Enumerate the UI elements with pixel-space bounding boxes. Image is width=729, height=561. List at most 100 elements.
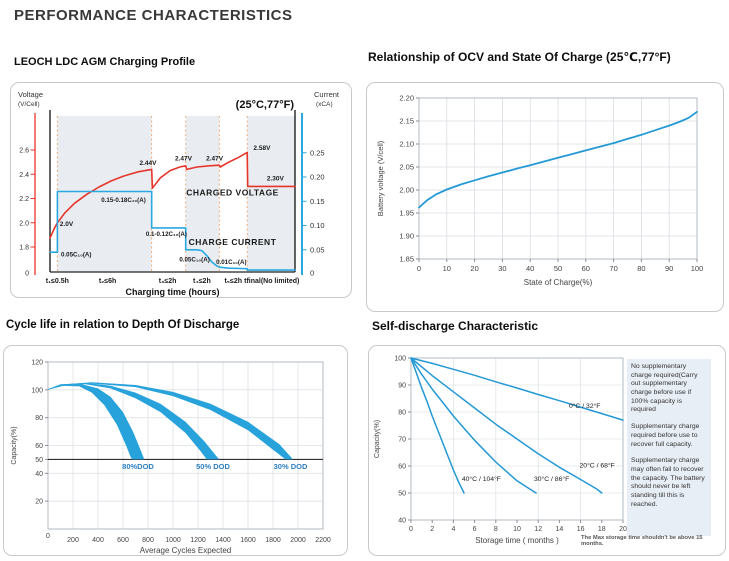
note-paragraph: Supplementary charge required before use…: [631, 423, 700, 448]
svg-text:Capacity(%): Capacity(%): [11, 426, 18, 464]
svg-text:2.47V: 2.47V: [206, 155, 224, 162]
svg-text:1200: 1200: [190, 537, 206, 544]
svg-text:2.10: 2.10: [399, 140, 414, 149]
svg-text:200: 200: [67, 537, 79, 544]
svg-text:t₃≤2h: t₃≤2h: [159, 278, 177, 285]
svg-text:20: 20: [619, 526, 627, 533]
svg-text:50: 50: [35, 457, 43, 464]
svg-text:40: 40: [526, 264, 534, 273]
svg-text:2.0V: 2.0V: [60, 221, 74, 228]
svg-text:Capacity(%): Capacity(%): [374, 420, 381, 458]
svg-text:0.01C₁₀(A): 0.01C₁₀(A): [216, 259, 246, 266]
svg-text:16: 16: [577, 526, 585, 533]
svg-text:600: 600: [117, 537, 129, 544]
svg-text:60: 60: [582, 264, 590, 273]
svg-text:0.25: 0.25: [310, 148, 325, 157]
svg-text:1600: 1600: [240, 537, 256, 544]
svg-text:t₅≤2h: t₅≤2h: [224, 278, 242, 285]
svg-text:Current: Current: [314, 90, 340, 99]
svg-text:(xCA): (xCA): [316, 101, 333, 108]
svg-text:50: 50: [398, 491, 406, 498]
svg-text:CHARGE CURRENT: CHARGE CURRENT: [189, 237, 277, 247]
svg-text:80: 80: [35, 415, 43, 422]
svg-text:100: 100: [31, 387, 43, 394]
svg-text:0: 0: [310, 269, 314, 278]
svg-text:2.15: 2.15: [399, 117, 414, 126]
cycle-life-card: 120 100 80 60 50 40 20 0 200 400 600 800 1000 1200 140…: [3, 345, 348, 556]
svg-text:18: 18: [598, 526, 606, 533]
svg-text:0: 0: [417, 264, 421, 273]
svg-text:2200: 2200: [315, 537, 331, 544]
page-title: PERFORMANCE CHARACTERISTICS: [14, 7, 293, 24]
svg-text:0.05C₁₀(A): 0.05C₁₀(A): [179, 256, 209, 263]
chart-title-charging-profile: LEOCH LDC AGM Charging Profile: [14, 56, 196, 68]
svg-text:0: 0: [46, 533, 50, 540]
svg-text:20: 20: [35, 499, 43, 506]
svg-text:2.44V: 2.44V: [140, 160, 158, 167]
charging-profile-card: 2.6 2.4 2.2 2.0 1.8 0 Voltage (V/Cell) 0.25 0.20 0…: [10, 82, 352, 298]
svg-text:100: 100: [394, 356, 406, 363]
svg-text:100: 100: [691, 264, 704, 273]
svg-text:12: 12: [534, 526, 542, 533]
svg-text:2.05: 2.05: [399, 163, 414, 172]
svg-text:2.0: 2.0: [19, 220, 29, 227]
svg-text:20°C / 68°F: 20°C / 68°F: [580, 461, 615, 469]
svg-text:Battery voltage (V/cell): Battery voltage (V/cell): [376, 140, 385, 216]
svg-text:800: 800: [142, 537, 154, 544]
svg-text:Average Cycles Expected: Average Cycles Expected: [140, 546, 231, 555]
svg-text:2000: 2000: [290, 537, 306, 544]
svg-text:40: 40: [398, 518, 406, 525]
svg-text:(V/Cell): (V/Cell): [18, 101, 40, 108]
svg-text:0.20: 0.20: [310, 173, 325, 182]
svg-text:tfinal(No limited): tfinal(No limited): [244, 278, 299, 285]
svg-text:0°C / 32°F: 0°C / 32°F: [569, 402, 601, 410]
svg-text:1.85: 1.85: [399, 255, 414, 264]
svg-text:120: 120: [31, 360, 43, 367]
svg-text:40: 40: [35, 471, 43, 478]
svg-text:0: 0: [25, 271, 29, 278]
svg-text:2.6: 2.6: [19, 148, 29, 155]
svg-text:Charging time (hours): Charging time (hours): [126, 287, 220, 297]
svg-text:50% DOD: 50% DOD: [196, 462, 230, 471]
svg-text:60: 60: [398, 464, 406, 471]
svg-text:Storage time ( months ): Storage time ( months ): [475, 536, 559, 545]
note-paragraph: No supplementary charge required(Carry o…: [631, 363, 698, 414]
svg-text:t₂≤6h: t₂≤6h: [99, 278, 116, 285]
svg-text:Voltage: Voltage: [18, 90, 43, 99]
svg-text:8: 8: [494, 526, 498, 533]
svg-text:2.20: 2.20: [399, 94, 414, 103]
max-storage-note: The Max storage time shouldn't be above …: [581, 535, 703, 547]
svg-text:0.1-0.12C₁₀(A): 0.1-0.12C₁₀(A): [146, 231, 187, 238]
svg-text:2.47V: 2.47V: [175, 155, 193, 162]
svg-text:1.90: 1.90: [399, 232, 414, 241]
svg-text:6: 6: [473, 526, 477, 533]
charging-profile-chart: 2.6 2.4 2.2 2.0 1.8 0 Voltage (V/Cell) 0.25 0.20 0…: [18, 90, 340, 297]
svg-text:2.4: 2.4: [19, 172, 29, 179]
svg-text:0.15-0.18C₁₀(A): 0.15-0.18C₁₀(A): [101, 197, 146, 204]
self-discharge-card: 100 90 80 70 60 50 40 0 2 4 6 8 10 12 14 16 18 20 0°C / 32…: [368, 345, 726, 556]
svg-text:30: 30: [498, 264, 506, 273]
svg-text:80: 80: [398, 410, 406, 417]
svg-text:2.58V: 2.58V: [253, 145, 271, 152]
chart-title-self-discharge: Self-discharge Characteristic: [372, 319, 539, 333]
svg-text:0.10: 0.10: [310, 221, 325, 230]
svg-text:80%DOD: 80%DOD: [122, 462, 154, 471]
svg-text:2.2: 2.2: [19, 196, 29, 203]
svg-text:0.05: 0.05: [310, 245, 325, 254]
svg-text:0.15: 0.15: [310, 197, 325, 206]
svg-text:2.30V: 2.30V: [267, 175, 285, 182]
svg-text:80: 80: [637, 264, 645, 273]
self-discharge-chart: 100 90 80 70 60 50 400 2 4 6 8 10 12 14 16 18 20 0°C / 32…: [374, 356, 627, 546]
svg-text:4: 4: [451, 526, 455, 533]
svg-text:0: 0: [409, 526, 413, 533]
svg-text:70: 70: [398, 437, 406, 444]
svg-text:t₁≤0.5h: t₁≤0.5h: [46, 278, 69, 285]
svg-text:60: 60: [35, 443, 43, 450]
svg-text:14: 14: [556, 526, 564, 533]
chart-title-cycle-life: Cycle life in relation to Depth Of Disch…: [6, 319, 240, 331]
svg-text:30°C / 86°F: 30°C / 86°F: [534, 475, 569, 483]
svg-text:10: 10: [513, 526, 521, 533]
svg-text:20: 20: [470, 264, 478, 273]
